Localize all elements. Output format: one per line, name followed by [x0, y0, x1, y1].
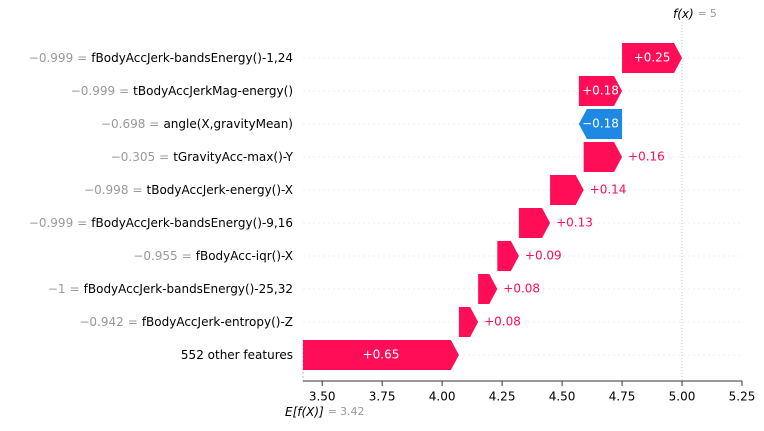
feature-name: angle(X,gravityMean) — [163, 117, 293, 131]
bar — [550, 175, 584, 205]
value-label: +0.18 — [582, 84, 619, 98]
output-label: f(x) — [673, 7, 694, 21]
row-label: −0.305 = tGravityAcc-max()-Y — [111, 150, 294, 164]
row-label: −0.698 = angle(X,gravityMean) — [101, 117, 293, 131]
feature-name: fBodyAccJerk-bandsEnergy()-9,16 — [91, 216, 293, 230]
x-tick-label: 4.00 — [429, 390, 456, 404]
feature-value: −0.998 — [84, 183, 128, 197]
base-label: E[f(X)] — [285, 405, 324, 419]
x-tick-label: 4.75 — [609, 390, 636, 404]
feature-name: 552 other features — [181, 348, 293, 362]
value-label: +0.65 — [363, 348, 400, 362]
output-annotation: f(x) = 5 — [673, 7, 717, 21]
output-value: 5 — [710, 7, 717, 20]
separator: = — [119, 84, 129, 98]
feature-value: −0.698 — [101, 117, 145, 131]
bar — [578, 109, 623, 139]
bar — [583, 142, 623, 172]
separator: = — [698, 7, 707, 20]
feature-value: −1 — [48, 282, 66, 296]
x-tick-label: 3.75 — [369, 390, 396, 404]
separator: = — [132, 183, 142, 197]
feature-name: tGravityAcc-max()-Y — [173, 150, 293, 164]
row-label: −0.955 = fBodyAcc-iqr()-X — [133, 249, 293, 263]
bar — [497, 241, 519, 271]
separator: = — [128, 315, 138, 329]
x-tick-label: 4.25 — [489, 390, 516, 404]
row-label: −0.999 = fBodyAccJerk-bandsEnergy()-1,24 — [29, 51, 293, 65]
value-label: +0.16 — [628, 150, 665, 164]
bar — [518, 208, 551, 238]
feature-name: fBodyAccJerk-bandsEnergy()-1,24 — [91, 51, 293, 65]
bar — [458, 307, 479, 337]
bar — [303, 340, 459, 370]
separator: = — [182, 249, 192, 263]
separator: = — [159, 150, 169, 164]
feature-name: fBodyAccJerk-entropy()-Z — [142, 315, 293, 329]
value-label: −0.18 — [582, 117, 619, 131]
feature-value: −0.955 — [133, 249, 177, 263]
x-tick-label: 5.00 — [669, 390, 696, 404]
feature-value: −0.999 — [29, 216, 73, 230]
feature-value: −0.305 — [111, 150, 155, 164]
value-label: +0.13 — [556, 216, 593, 230]
value-label: +0.09 — [525, 249, 562, 263]
separator: = — [149, 117, 159, 131]
row-label: 552 other features — [181, 348, 293, 362]
feature-name: fBodyAccJerk-bandsEnergy()-25,32 — [84, 282, 293, 296]
feature-value: −0.942 — [79, 315, 123, 329]
separator: = — [328, 405, 337, 418]
x-tick-label: 5.25 — [729, 390, 756, 404]
feature-name: tBodyAccJerkMag-energy() — [133, 84, 293, 98]
separator: = — [77, 51, 87, 65]
value-label: +0.08 — [484, 315, 521, 329]
value-label: +0.25 — [634, 51, 671, 65]
base-annotation: E[f(X)] = 3.42 — [285, 405, 364, 419]
row-label: −0.942 = fBodyAccJerk-entropy()-Z — [79, 315, 293, 329]
row-label: −0.999 = fBodyAccJerk-bandsEnergy()-9,16 — [29, 216, 293, 230]
value-label: +0.08 — [503, 282, 540, 296]
separator: = — [70, 282, 80, 296]
bar — [478, 274, 498, 304]
value-label: +0.14 — [590, 183, 627, 197]
feature-value: −0.999 — [29, 51, 73, 65]
x-tick-label: 3.50 — [309, 390, 336, 404]
feature-name: tBodyAccJerk-energy()-X — [147, 183, 293, 197]
feature-name: fBodyAcc-iqr()-X — [196, 249, 293, 263]
x-tick-label: 4.50 — [549, 390, 576, 404]
separator: = — [77, 216, 87, 230]
row-label: −0.998 = tBodyAccJerk-energy()-X — [84, 183, 293, 197]
row-label: −1 = fBodyAccJerk-bandsEnergy()-25,32 — [48, 282, 293, 296]
row-label: −0.999 = tBodyAccJerkMag-energy() — [71, 84, 293, 98]
feature-value: −0.999 — [71, 84, 115, 98]
bar — [578, 76, 623, 106]
base-value: 3.42 — [340, 405, 365, 418]
bar — [622, 43, 683, 73]
